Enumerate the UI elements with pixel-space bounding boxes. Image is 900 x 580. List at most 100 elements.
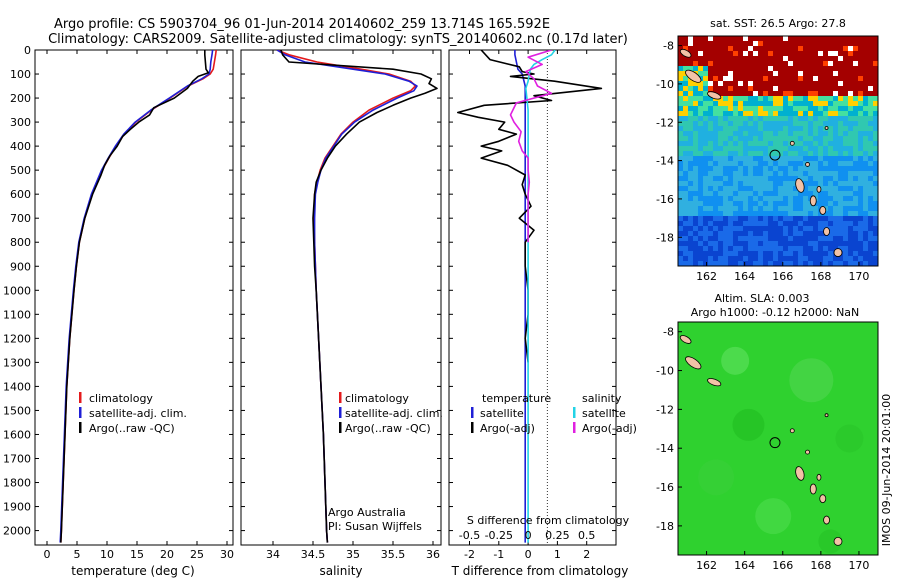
sst-cell — [723, 201, 729, 207]
sst-cell — [853, 56, 859, 62]
sst-cell — [863, 231, 869, 237]
sst-cell — [848, 256, 854, 262]
sst-cell — [743, 81, 749, 87]
sst-cell — [853, 216, 859, 222]
sst-cell — [748, 151, 754, 157]
sla-island — [685, 356, 702, 370]
sst-cell — [768, 226, 774, 232]
sst-cell — [758, 211, 764, 217]
sst-cell — [808, 116, 814, 122]
sst-cell — [813, 81, 819, 87]
depth-tick-label: 1500 — [3, 404, 31, 417]
sst-cell — [688, 121, 694, 127]
sst-cell — [718, 246, 724, 252]
sst-cell — [803, 146, 809, 152]
sla-island — [816, 473, 822, 481]
sst-cell — [748, 156, 754, 162]
sst-cell — [783, 66, 789, 72]
sst-cell — [683, 261, 689, 266]
sst-cell — [678, 261, 684, 266]
profile-line-argo-raw-qc- — [60, 50, 210, 543]
sst-cell — [743, 201, 749, 207]
sst-cell — [788, 41, 794, 47]
sst-cell — [723, 246, 729, 252]
sst-cell — [743, 96, 749, 102]
sst-cell — [858, 216, 864, 222]
sst-cell — [848, 106, 854, 112]
sst-cell — [823, 81, 829, 87]
sst-cell — [823, 131, 829, 137]
sst-cell — [798, 126, 804, 132]
sst-cell — [748, 56, 754, 62]
legend-swatch-climatology — [339, 392, 342, 403]
sst-cell — [863, 66, 869, 72]
sst-cell — [768, 201, 774, 207]
sst-cell — [703, 171, 709, 177]
sst-cell — [728, 201, 734, 207]
sst-cell — [868, 106, 874, 112]
sst-cell — [813, 56, 819, 62]
sst-cell — [843, 251, 849, 257]
sst-cell — [793, 236, 799, 242]
sst-cell — [733, 111, 739, 117]
sst-cell — [848, 176, 854, 182]
sst-cell — [843, 206, 849, 212]
sst-cell — [783, 141, 789, 147]
sst-cell — [733, 221, 739, 227]
sst-cell — [828, 221, 834, 227]
sst-cell — [803, 221, 809, 227]
sst-cell — [688, 86, 694, 92]
sst-cell — [768, 106, 774, 112]
temperature-tick-label: 5 — [74, 548, 81, 561]
sst-cell — [718, 81, 724, 87]
sst-cell — [743, 86, 749, 92]
sst-cell — [708, 206, 714, 212]
sst-cell — [683, 111, 689, 117]
sst-map: sat. SST: 26.5 Argo: 27.8 162 164 166 168 17… — [656, 17, 879, 283]
sst-cell — [688, 136, 694, 142]
sst-cell — [698, 196, 704, 202]
sst-cell — [678, 161, 684, 167]
sst-cell — [823, 56, 829, 62]
sst-cell — [733, 256, 739, 262]
legend-label-climatology: climatology — [89, 392, 153, 405]
sst-cell — [688, 181, 694, 187]
sst-cell — [683, 46, 689, 52]
sst-cell — [778, 131, 784, 137]
sst-cell — [708, 166, 714, 172]
sst-cell — [763, 66, 769, 72]
sst-cell — [823, 211, 829, 217]
sst-cell — [808, 206, 814, 212]
sst-cell — [713, 156, 719, 162]
sst-cell — [798, 251, 804, 257]
sst-cell — [683, 116, 689, 122]
sst-cell — [718, 56, 724, 62]
sst-cell — [873, 46, 878, 52]
sst-cell — [688, 36, 694, 42]
sst-cell — [708, 211, 714, 217]
sst-cell — [863, 71, 869, 77]
sst-cell — [718, 216, 724, 222]
sst-cell — [848, 131, 854, 137]
sst-cell — [833, 121, 839, 127]
salinity-tick-label: 35.5 — [381, 548, 406, 561]
sst-cell — [738, 176, 744, 182]
sst-cell — [813, 261, 819, 266]
sst-cell — [848, 261, 854, 266]
sst-cell — [723, 81, 729, 87]
sst-cell — [773, 86, 779, 92]
sst-cell — [808, 256, 814, 262]
sst-cell — [788, 96, 794, 102]
map-lat-tick-label: -10 — [656, 365, 674, 378]
sst-cell — [853, 41, 859, 47]
sst-cell — [823, 236, 829, 242]
sst-cell — [768, 191, 774, 197]
sst-cell — [853, 166, 859, 172]
sst-cell — [808, 181, 814, 187]
map-lat-tick-label: -16 — [656, 481, 674, 494]
sst-cell — [828, 61, 834, 67]
sst-cell — [808, 41, 814, 47]
sst-cell — [843, 181, 849, 187]
sst-cell — [768, 146, 774, 152]
sst-cell — [853, 46, 859, 52]
